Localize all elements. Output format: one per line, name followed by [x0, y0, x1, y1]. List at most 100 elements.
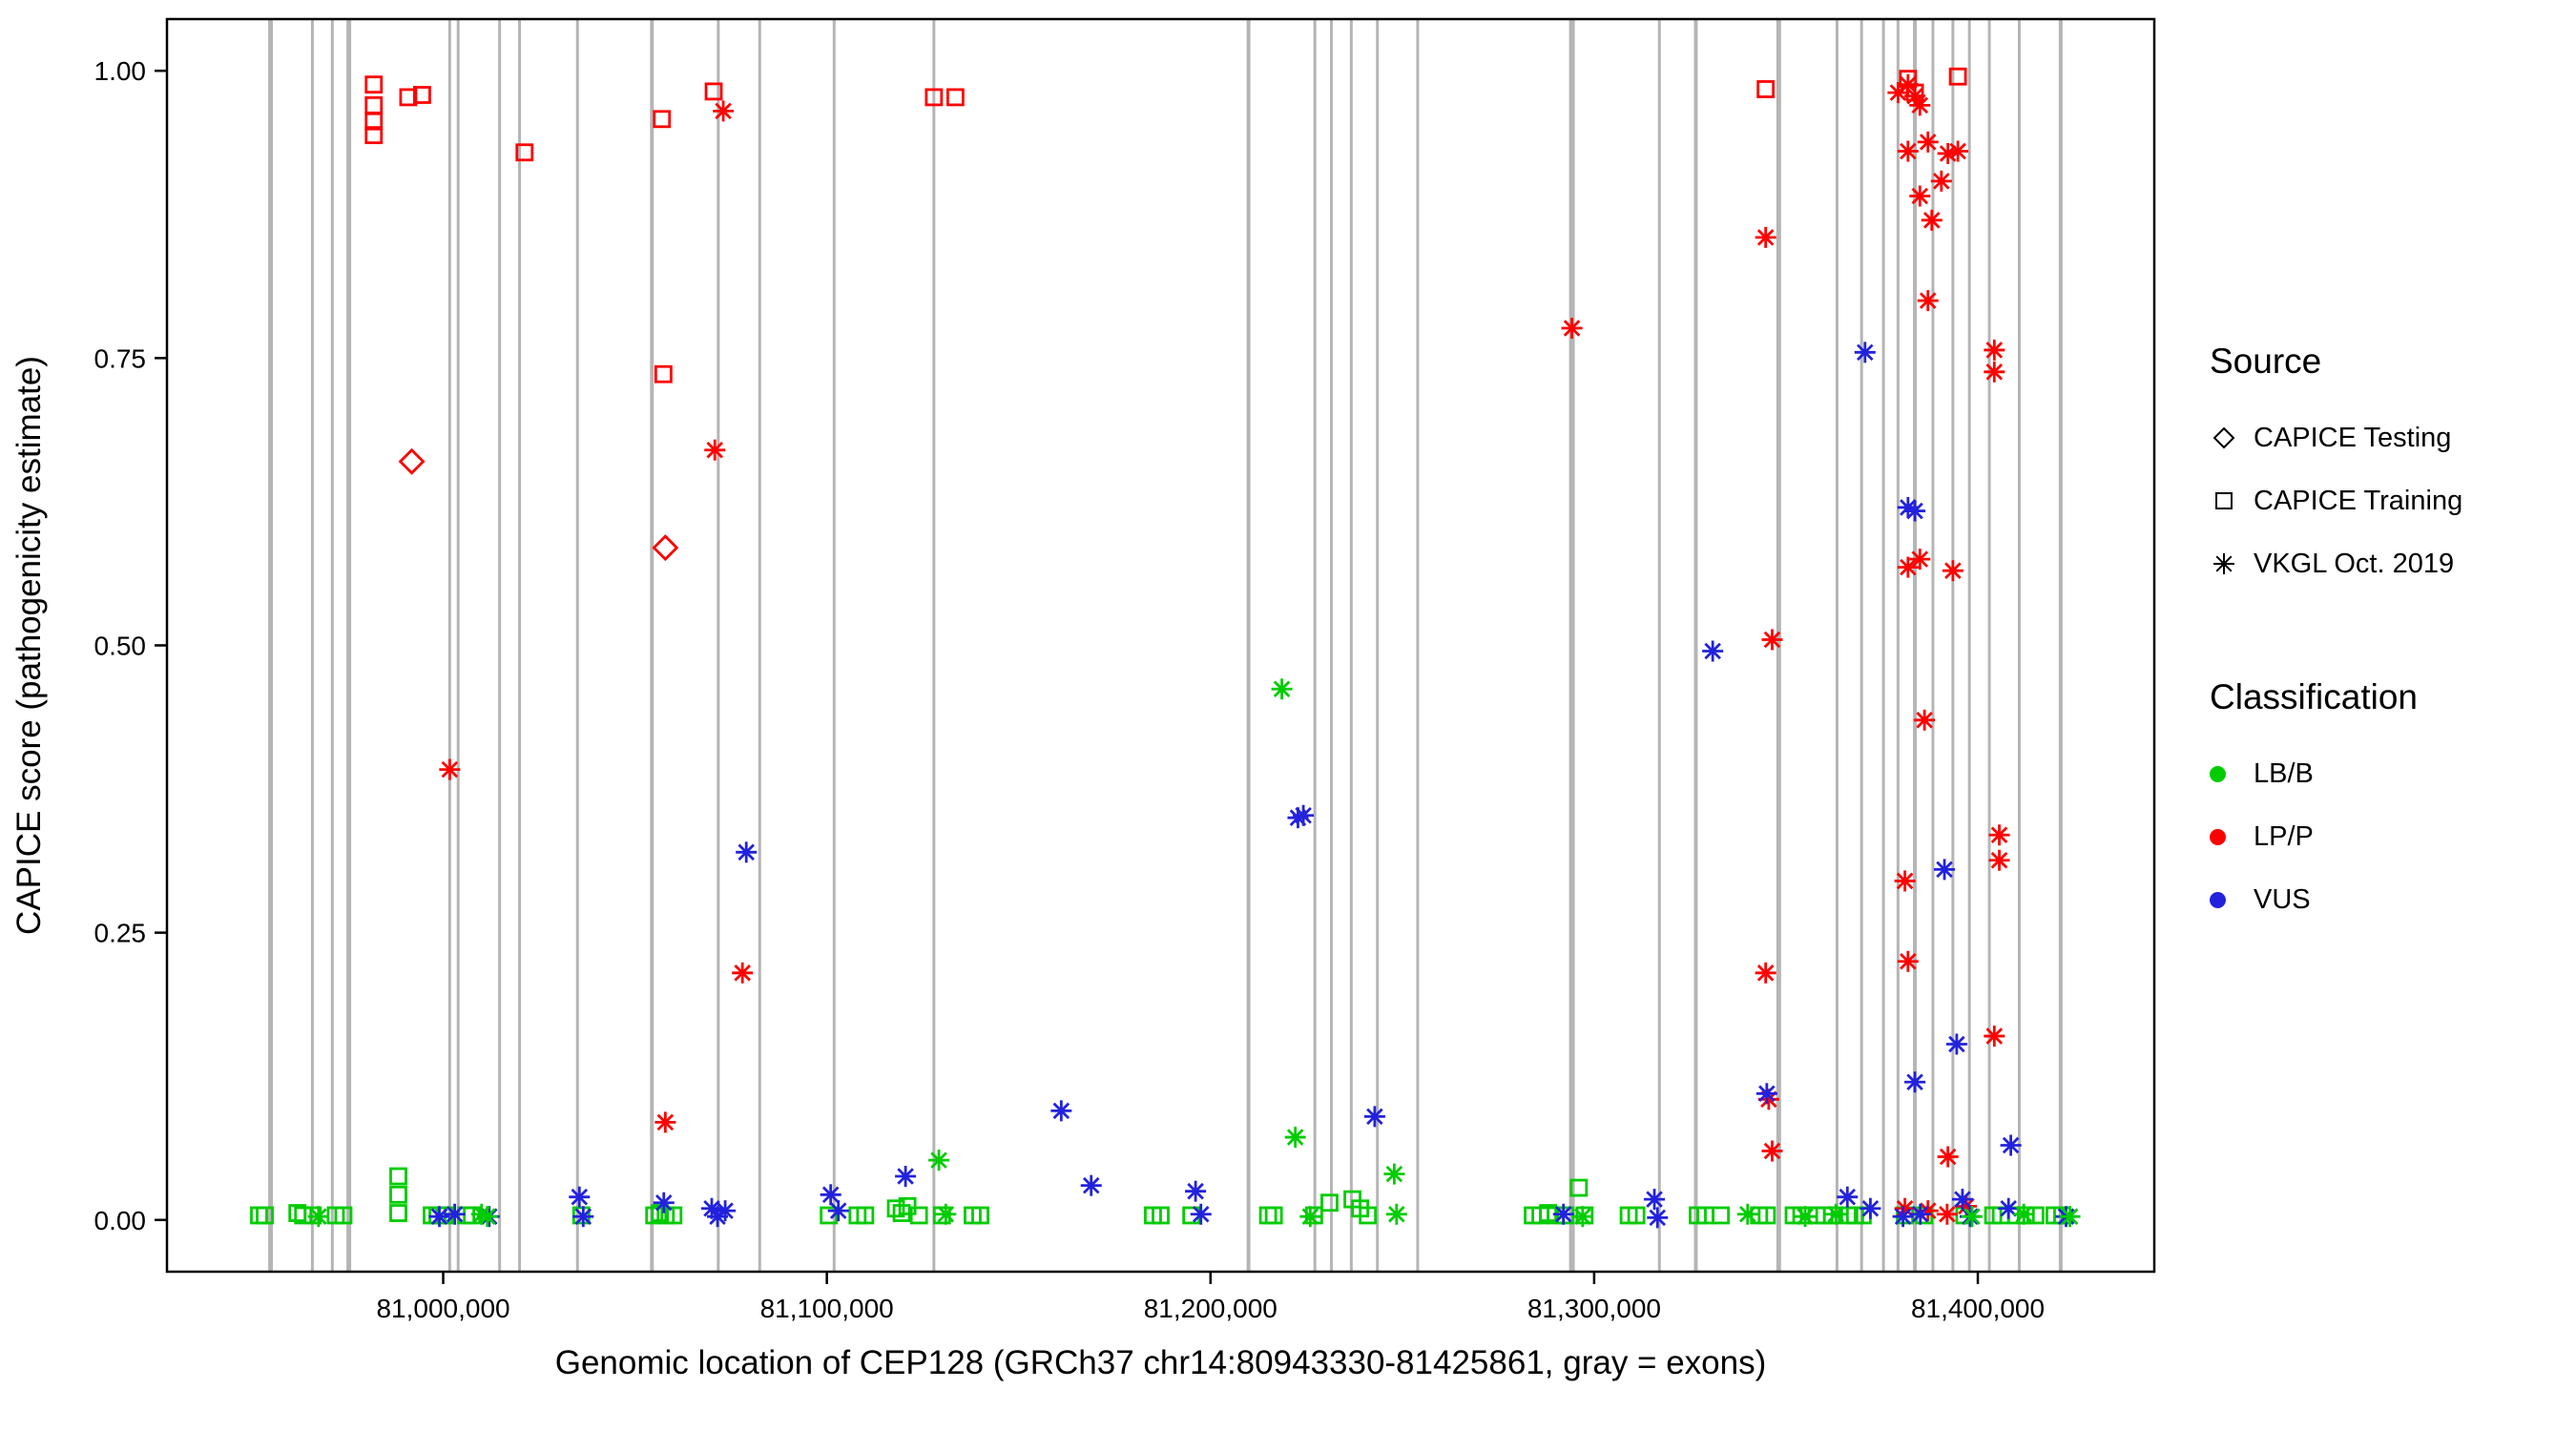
source-legend-title: Source	[2210, 342, 2322, 381]
data-point	[1998, 1197, 2020, 1219]
data-point	[1271, 678, 1293, 700]
data-point	[1363, 1106, 1385, 1128]
data-point	[715, 1200, 737, 1222]
x-axis-title: Genomic location of CEP128 (GRCh37 chr14…	[555, 1344, 1767, 1381]
x-tick-label: 81,400,000	[1911, 1294, 2045, 1323]
data-point	[898, 1196, 917, 1215]
data-point	[1961, 1206, 1983, 1228]
data-point	[1897, 556, 1919, 578]
data-point	[1936, 1203, 1958, 1225]
data-point	[820, 1184, 841, 1206]
x-tick-label: 81,200,000	[1144, 1294, 1278, 1323]
data-point	[704, 82, 723, 101]
data-point	[653, 110, 672, 129]
data-point	[2013, 1203, 2035, 1225]
y-tick-label: 0.00	[94, 1206, 147, 1235]
data-point	[886, 1199, 905, 1218]
data-point	[1945, 1033, 1967, 1055]
data-point	[924, 88, 944, 107]
data-point	[1383, 1163, 1405, 1185]
data-point	[1859, 1197, 1881, 1219]
data-point	[413, 86, 431, 104]
data-point	[704, 439, 726, 461]
data-point	[654, 1111, 676, 1133]
data-point	[1359, 1206, 1378, 1225]
data-point	[1571, 1206, 1593, 1228]
data-point	[1552, 1203, 1574, 1225]
legend-spacer	[2210, 595, 2462, 677]
data-point	[515, 143, 534, 162]
data-point	[1757, 1206, 1776, 1225]
data-point	[1909, 185, 1931, 207]
data-point	[1930, 170, 1952, 192]
legend-label: LB/B	[2254, 757, 2314, 789]
data-point	[1917, 131, 1939, 153]
legend-item-capice-training: CAPICE Training	[2210, 469, 2462, 532]
data-point	[2000, 1134, 2022, 1156]
data-point	[1385, 1203, 1407, 1225]
data-point	[935, 1203, 957, 1225]
classification-legend-title: Classification	[2210, 677, 2418, 716]
data-point	[1917, 290, 1939, 312]
x-tick-label: 81,300,000	[1527, 1294, 1661, 1323]
legend-label: CAPICE Training	[2254, 485, 2463, 516]
data-point	[1825, 1203, 1847, 1225]
legend-label: VUS	[2254, 883, 2311, 915]
data-point	[1736, 1203, 1758, 1225]
data-point	[1894, 870, 1916, 892]
data-point	[439, 758, 461, 780]
data-point	[334, 1206, 353, 1225]
data-point	[1837, 1186, 1859, 1208]
data-point	[1937, 142, 1959, 164]
asterisk-icon	[2210, 550, 2254, 578]
data-point	[1909, 94, 1931, 116]
y-tick-label: 1.00	[94, 56, 147, 86]
legend-label: LP/P	[2254, 820, 2314, 852]
data-point	[1299, 1206, 1321, 1228]
data-point	[1948, 67, 1967, 86]
data-point	[1712, 1206, 1731, 1225]
data-point	[428, 1206, 450, 1228]
data-point	[820, 1206, 839, 1225]
data-point	[399, 88, 418, 107]
plot-panel	[167, 19, 2154, 1272]
y-tick-label: 0.25	[94, 919, 147, 948]
data-point	[1647, 1207, 1669, 1229]
data-point	[1984, 361, 2005, 383]
red-dot-icon	[2210, 828, 2254, 845]
data-point	[1561, 318, 1583, 340]
data-point	[389, 1185, 407, 1204]
data-point	[1293, 804, 1315, 826]
legend-item-vkgl: VKGL Oct. 2019	[2210, 532, 2462, 595]
data-point	[572, 1206, 594, 1228]
data-point	[1988, 849, 2010, 871]
data-point	[652, 534, 679, 562]
data-point	[1937, 1146, 1959, 1168]
data-point	[1050, 1100, 1072, 1122]
blue-dot-icon	[2210, 891, 2254, 908]
data-point	[1795, 1206, 1817, 1228]
data-point	[444, 1203, 466, 1225]
diamond-icon	[2210, 424, 2254, 452]
data-point	[1756, 80, 1776, 98]
data-point	[389, 1167, 407, 1186]
green-dot-icon	[2210, 765, 2254, 782]
data-point	[1284, 1127, 1306, 1149]
data-point	[827, 1200, 849, 1222]
data-point	[645, 1206, 664, 1225]
data-point	[1627, 1206, 1646, 1225]
data-point	[654, 364, 673, 384]
data-point	[664, 1206, 683, 1225]
data-point	[1988, 824, 2010, 846]
data-point	[1854, 342, 1876, 363]
data-point	[1644, 1189, 1666, 1211]
data-point	[1897, 73, 1919, 95]
data-point	[1152, 1206, 1170, 1225]
data-point	[364, 112, 384, 131]
data-point	[1264, 1206, 1283, 1225]
y-axis-title: CAPICE score (pathogenicity estimate)	[10, 356, 48, 935]
data-point	[1569, 1178, 1589, 1197]
data-point	[364, 75, 384, 94]
